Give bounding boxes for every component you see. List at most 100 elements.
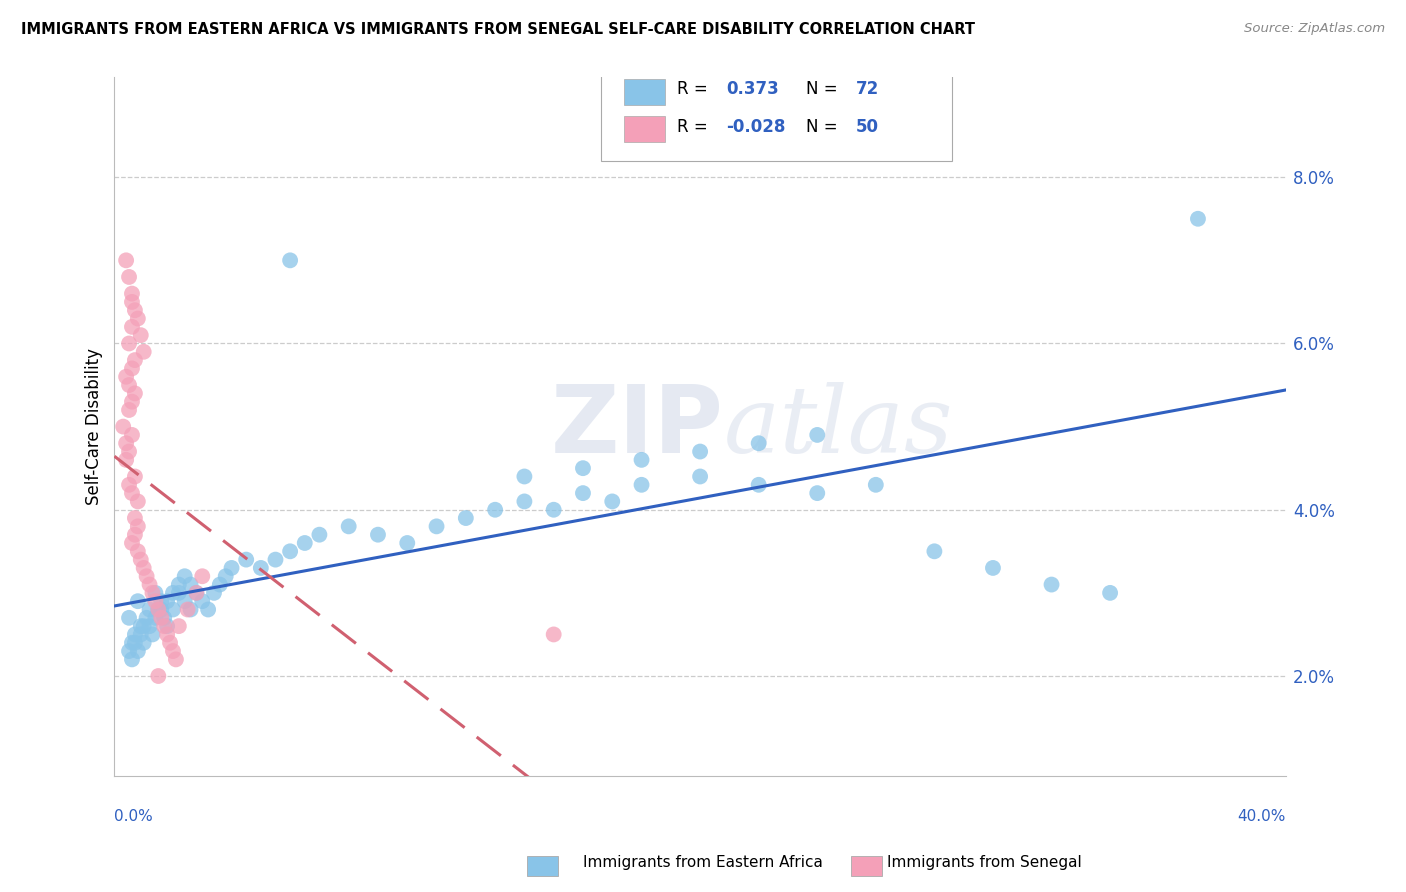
Text: -0.028: -0.028 xyxy=(725,118,786,136)
Point xyxy=(180,602,202,616)
Text: Immigrants from Eastern Africa: Immigrants from Eastern Africa xyxy=(583,855,823,870)
Point xyxy=(513,494,536,508)
Text: IMMIGRANTS FROM EASTERN AFRICA VS IMMIGRANTS FROM SENEGAL SELF-CARE DISABILITY C: IMMIGRANTS FROM EASTERN AFRICA VS IMMIGR… xyxy=(21,22,976,37)
Point xyxy=(124,353,146,368)
Point xyxy=(806,428,828,442)
Point xyxy=(162,602,184,616)
Text: 72: 72 xyxy=(856,80,879,98)
Point xyxy=(156,627,179,641)
Point xyxy=(173,594,195,608)
Point xyxy=(513,469,536,483)
Point xyxy=(121,319,143,334)
Point xyxy=(191,569,214,583)
Point xyxy=(132,619,155,633)
Point xyxy=(454,511,477,525)
Point xyxy=(138,577,160,591)
Point xyxy=(124,386,146,401)
FancyBboxPatch shape xyxy=(624,116,665,143)
Point xyxy=(129,627,152,641)
Point xyxy=(425,519,447,533)
Point xyxy=(1187,211,1209,226)
Point xyxy=(162,644,184,658)
Point xyxy=(132,344,155,359)
Point xyxy=(118,336,141,351)
Point xyxy=(118,378,141,392)
Point xyxy=(129,328,152,343)
Point xyxy=(865,477,887,491)
Point xyxy=(127,644,149,658)
Point xyxy=(543,502,565,516)
Point xyxy=(186,586,208,600)
Point xyxy=(127,544,149,558)
Point xyxy=(308,527,330,541)
Point xyxy=(173,569,195,583)
Point xyxy=(115,369,138,384)
Point xyxy=(127,519,149,533)
Text: N =: N = xyxy=(806,80,842,98)
Text: 40.0%: 40.0% xyxy=(1237,809,1286,824)
Text: Source: ZipAtlas.com: Source: ZipAtlas.com xyxy=(1244,22,1385,36)
Point xyxy=(278,253,301,268)
Point xyxy=(127,594,149,608)
Point xyxy=(121,486,143,500)
Point xyxy=(167,619,190,633)
Text: Immigrants from Senegal: Immigrants from Senegal xyxy=(887,855,1081,870)
Point xyxy=(121,636,143,650)
Point xyxy=(630,453,652,467)
Point xyxy=(124,469,146,483)
Point xyxy=(689,444,711,458)
Point xyxy=(148,669,170,683)
Text: R =: R = xyxy=(676,118,713,136)
Point xyxy=(148,602,170,616)
Point xyxy=(145,594,167,608)
Point xyxy=(186,586,208,600)
Point xyxy=(167,577,190,591)
Point xyxy=(145,611,167,625)
Point xyxy=(153,611,176,625)
Point xyxy=(167,586,190,600)
Point xyxy=(115,453,138,467)
Point xyxy=(127,494,149,508)
Point xyxy=(159,636,181,650)
Point xyxy=(121,652,143,666)
Point xyxy=(121,286,143,301)
Point xyxy=(121,394,143,409)
Point xyxy=(630,477,652,491)
Point xyxy=(118,644,141,658)
Point xyxy=(924,544,946,558)
Point xyxy=(121,536,143,550)
Point xyxy=(150,602,173,616)
Text: 50: 50 xyxy=(856,118,879,136)
Point xyxy=(129,552,152,566)
Point xyxy=(221,561,243,575)
Point xyxy=(124,303,146,318)
Point xyxy=(235,552,257,566)
Point xyxy=(150,611,173,625)
Point xyxy=(156,594,179,608)
Point xyxy=(118,269,141,284)
Text: ZIP: ZIP xyxy=(551,381,724,473)
Point xyxy=(748,436,770,450)
Text: 0.373: 0.373 xyxy=(725,80,779,98)
Point xyxy=(118,611,141,625)
Point xyxy=(135,569,157,583)
Point xyxy=(138,619,160,633)
Point xyxy=(124,636,146,650)
Point xyxy=(148,602,170,616)
Point xyxy=(165,652,187,666)
Point xyxy=(396,536,419,550)
Point xyxy=(124,511,146,525)
Text: atlas: atlas xyxy=(724,382,953,472)
Point xyxy=(176,602,198,616)
Point xyxy=(215,569,238,583)
Point xyxy=(689,469,711,483)
Point xyxy=(748,477,770,491)
Point xyxy=(150,594,173,608)
Point xyxy=(180,577,202,591)
Point xyxy=(121,294,143,309)
Point xyxy=(278,544,301,558)
Point xyxy=(1040,577,1063,591)
Point xyxy=(118,403,141,417)
Point xyxy=(572,461,595,475)
Point xyxy=(484,502,506,516)
